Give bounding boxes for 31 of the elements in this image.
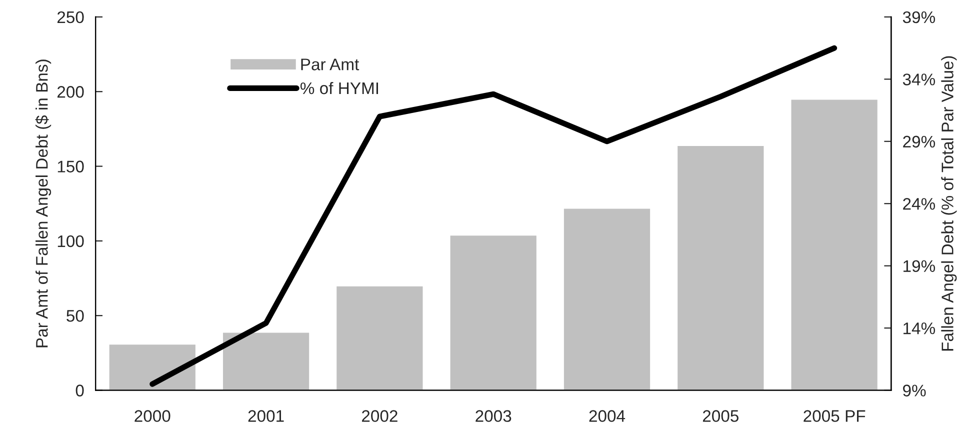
bar xyxy=(676,144,766,390)
y2-axis-title: Fallen Angel Debt (% of Total Par Value) xyxy=(941,56,957,351)
y-tick-label: 200 xyxy=(57,86,84,98)
bar xyxy=(790,98,879,390)
y-tick-label: 50 xyxy=(66,310,84,322)
bar xyxy=(562,207,652,390)
x-tick-label: 2003 xyxy=(476,410,512,422)
y2-tick-label: 24% xyxy=(903,198,936,210)
y-tick-label: 0 xyxy=(76,384,84,396)
legend-label: Par Amt xyxy=(301,58,360,70)
y-tick-label: 150 xyxy=(58,160,84,172)
x-tick-label: 2004 xyxy=(589,410,626,422)
y-tick-label: 250 xyxy=(57,11,84,24)
x-tick-label: 2002 xyxy=(362,410,398,422)
x-tick-label: 2005 xyxy=(702,410,739,422)
y2-tick-label: 34% xyxy=(902,74,936,86)
x-tick-label: 2005 PF xyxy=(804,410,866,422)
bar xyxy=(335,285,424,390)
bar xyxy=(108,343,197,390)
x-tick-label: 2000 xyxy=(134,410,170,422)
legend-label: % of HYMI xyxy=(300,82,378,94)
y2-tick-label: 19% xyxy=(904,260,936,272)
y2-tick-label: 9% xyxy=(903,384,926,396)
y2-tick-label: 39% xyxy=(902,11,936,24)
y-tick-label: 100 xyxy=(58,235,84,248)
bar xyxy=(448,234,538,390)
y2-tick-label: 14% xyxy=(904,322,936,334)
y-axis-title: Par Amt of Fallen Angel Debt ($ in Bns) xyxy=(35,60,52,348)
y2-tick-label: 29% xyxy=(903,136,936,148)
x-tick-label: 2001 xyxy=(248,410,284,422)
bar xyxy=(222,331,310,390)
